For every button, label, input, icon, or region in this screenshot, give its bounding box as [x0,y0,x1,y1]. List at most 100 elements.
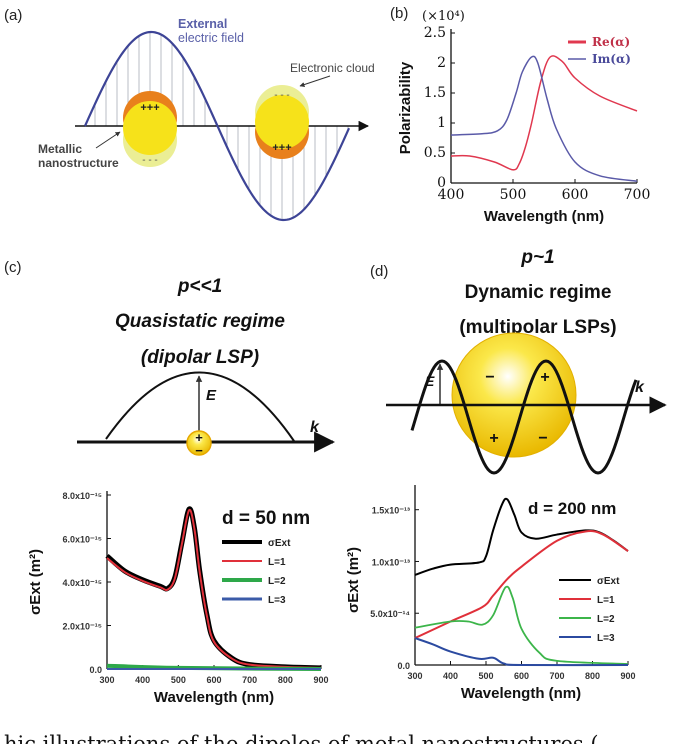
x-tick-label: 400 [135,675,150,685]
plus-sign: + [540,369,549,386]
y-tick-label: 1.0x10⁻¹³ [372,557,410,567]
y-axis-label: σExt (m²) [345,547,362,613]
external-field-wave [83,30,351,222]
x-tick-label: 300 [99,675,114,685]
legend-label: L=2 [268,576,286,587]
minus-sign: − [485,369,494,386]
metal-sphere [123,101,177,155]
diameter-annotation: d = 200 nm [528,499,616,518]
y-tick-label: 5.0x10⁻¹⁴ [370,609,410,619]
minus-sign: − [538,430,547,447]
x-tick-label: 800 [585,671,600,681]
chart-c: 300 400 500 600 700 800 900 0.0 2.0x10⁻¹⁵ 4.0x10⁻… [27,491,329,706]
x-tick-label: 400 [438,187,465,203]
legend-label: L=1 [268,557,286,568]
x-axis-label: Wavelength (nm) [154,689,274,706]
series-line-σExt [105,506,322,671]
y-tick-label: 0.0 [89,665,102,675]
regime-subtitle: (dipolar LSP) [141,347,259,368]
regime-subtitle: (multipolar LSPs) [459,317,616,338]
y-tick-label: 6.0x10⁻¹⁵ [62,535,102,545]
x-tick-label: 600 [206,675,221,685]
plus-charges: +++ [272,142,291,154]
y-axis-label: Polarizability [397,61,414,154]
y-tick-label: 0 [437,175,446,191]
y-tick-label: 1 [437,115,446,131]
x-axis-label: Wavelength (nm) [461,685,581,702]
x-tick-label: 900 [620,671,635,681]
nanostructure-left: +++ - - - [123,91,177,167]
y-tick-label: 2.5 [424,25,446,41]
y-tick-label: 4.0x10⁻¹⁵ [62,578,102,588]
x-tick-label: 800 [278,675,293,685]
legend-label: σExt [268,538,291,549]
k-label: k [635,379,645,396]
series-line-Im(α) [450,55,638,182]
regime-title: Dynamic regime [465,282,612,303]
series-line-L=1 [414,530,629,639]
panel-d-label: (d) [370,263,388,280]
metal-sphere [255,95,309,149]
legend-label: Re(α) [592,35,630,49]
chart-b: (b) (×10⁴) Polarizability Wavelength (nm… [390,5,650,225]
regime-title: Quasistatic regime [115,311,285,332]
legend-label: σExt [597,576,620,587]
x-tick-label: 300 [407,671,422,681]
y-tick-label: 1.5x10⁻¹³ [372,506,410,516]
x-tick-label: 400 [443,671,458,681]
chart-d: 300 400 500 600 700 800 900 0.0 5.0x10⁻¹⁴ 1.0x10⁻… [345,485,636,702]
x-tick-label: 600 [562,187,589,203]
e-label: E [425,373,435,389]
x-tick-label: 700 [549,671,564,681]
regime-parameter: p~1 [520,247,554,268]
plus-sign: + [489,430,498,447]
field-label: electric field [178,31,244,45]
field-wave [410,359,638,475]
nanoparticle [451,332,577,458]
figure-caption: hic illustrations of the dipoles of meta… [4,732,599,744]
metal-label: nanostructure [38,156,119,170]
x-tick-label: 700 [624,187,651,203]
series-line-L=1 [106,508,322,669]
legend-label: L=3 [597,633,615,644]
x-axis-label: Wavelength (nm) [484,208,604,225]
x-tick-label: 600 [514,671,529,681]
series-line-L=2 [414,585,629,665]
x-tick-label: 500 [500,187,527,203]
y-tick-label: 0.5 [424,145,446,161]
minus-charges: - - - [142,155,158,166]
y-tick-label: 1.5 [424,85,446,101]
x-tick-label: 500 [478,671,493,681]
nanoparticle [186,430,212,456]
minus-charges: - - - [274,90,290,101]
panel-c-label: (c) [4,259,22,276]
metal-arrow [95,131,121,149]
x-tick-label: 700 [242,675,257,685]
regime-parameter: p<<1 [177,276,222,297]
x-tick-label: 500 [171,675,186,685]
series-line-Re(α) [450,55,638,171]
plus-sign: + [195,430,203,445]
metal-label: Metallic [38,142,82,156]
legend-label: L=1 [597,595,615,606]
y-tick-label: 0.0 [397,661,410,671]
minus-sign: − [195,443,203,458]
field-wave [105,371,295,442]
legend-label: L=2 [597,614,615,625]
y-tick-label: 2 [437,55,446,71]
y-axis-label: σExt (m²) [27,549,44,615]
legend-label: L=3 [268,595,286,606]
panel-b-label: (b) [390,5,408,22]
plus-charges: +++ [140,102,159,114]
panel-d-diagram: (d) p~1 Dynamic regime (multipolar LSPs)… [370,247,667,475]
e-label: E [206,387,217,404]
series-line-L=3 [414,637,629,667]
diameter-annotation: d = 50 nm [222,508,310,529]
panel-c-diagram: (c) p<<1 Quasistatic regime (dipolar LSP… [4,259,336,458]
legend-label: Im(α) [592,52,631,66]
panel-a-label: (a) [4,7,22,24]
y-tick-label: 2.0x10⁻¹⁵ [62,622,102,632]
k-label: k [310,419,320,436]
panel-a: (a) +++ - - - - - - +++ External electri… [4,7,375,222]
